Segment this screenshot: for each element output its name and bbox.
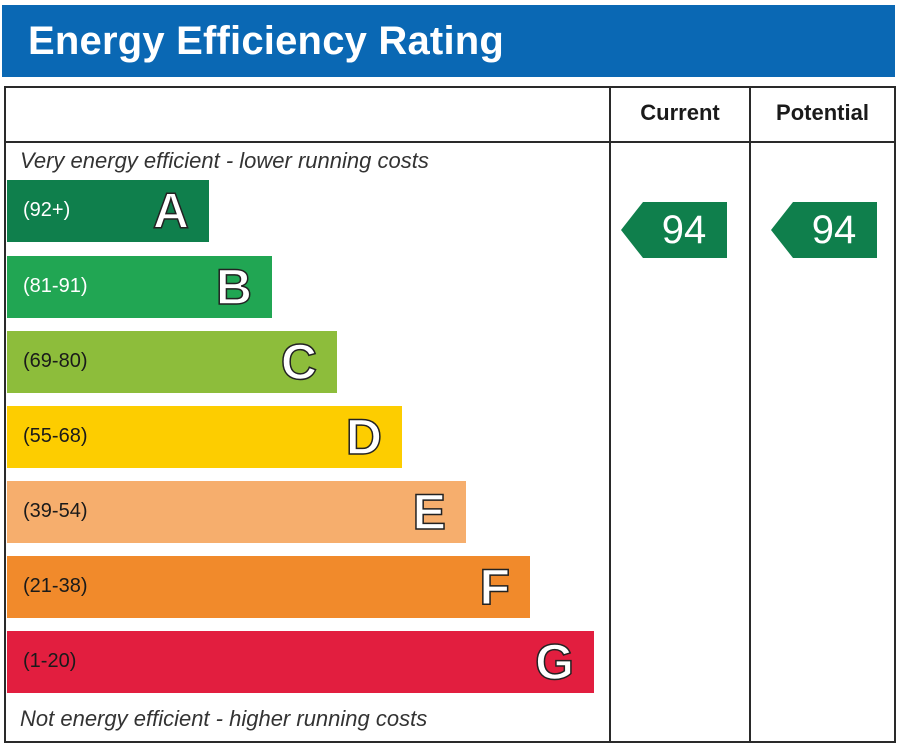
band-e-range: (39-54) <box>23 500 88 522</box>
top-note: Very energy efficient - lower running co… <box>20 148 429 173</box>
column-header-potential: Potential <box>776 100 869 125</box>
chart-title: Energy Efficiency Rating <box>28 19 505 63</box>
divider-current <box>609 86 611 743</box>
band-e-letter: E <box>412 483 447 541</box>
band-f: (21-38) F <box>7 556 530 618</box>
bottom-note: Not energy efficient - higher running co… <box>20 706 428 731</box>
band-g: (1-20) G <box>7 631 594 693</box>
band-f-letter: F <box>479 558 511 616</box>
band-c-letter: C <box>280 333 318 391</box>
band-b-letter: B <box>215 258 253 316</box>
column-header-current: Current <box>640 100 720 125</box>
current-rating-value: 94 <box>661 208 707 252</box>
band-f-range: (21-38) <box>23 575 88 597</box>
band-c: (69-80) C <box>7 331 337 393</box>
band-d-range: (55-68) <box>23 425 88 447</box>
band-a-range: (92+) <box>23 199 71 221</box>
current-rating-arrow: 94 <box>621 202 727 258</box>
band-a: (92+) A <box>7 180 209 242</box>
title-bar: Energy Efficiency Rating <box>2 5 895 77</box>
band-a-letter: A <box>152 182 190 240</box>
band-d: (55-68) D <box>7 406 402 468</box>
band-b-range: (81-91) <box>23 275 88 297</box>
band-c-range: (69-80) <box>23 350 88 372</box>
divider-potential <box>749 86 751 743</box>
potential-rating-value: 94 <box>811 208 857 252</box>
band-g-range: (1-20) <box>23 650 77 672</box>
rating-table-frame <box>4 86 896 743</box>
potential-arrow-shape <box>771 202 877 258</box>
potential-rating-arrow: 94 <box>771 202 877 258</box>
band-d-letter: D <box>345 408 383 466</box>
header-divider <box>4 141 896 143</box>
band-g-letter: G <box>534 633 574 691</box>
band-b: (81-91) B <box>7 256 272 318</box>
current-arrow-shape <box>621 202 727 258</box>
band-e: (39-54) E <box>7 481 466 543</box>
